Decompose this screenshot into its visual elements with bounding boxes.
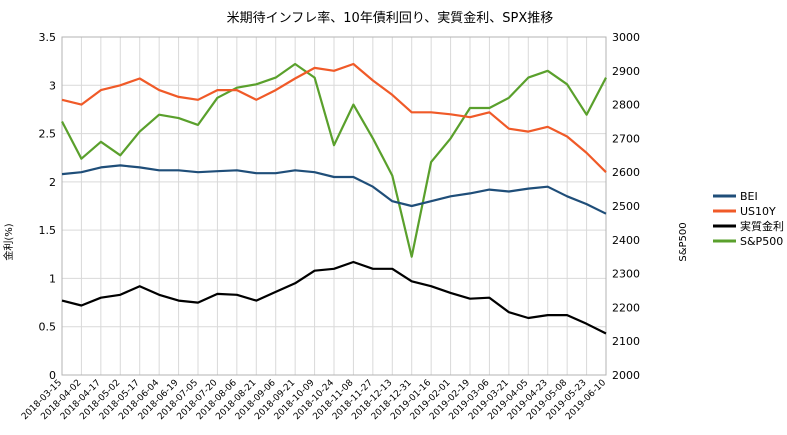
grid <box>61 36 607 376</box>
right-tick-label: 2800 <box>612 99 640 112</box>
series-layer <box>61 62 607 335</box>
series-line-3 <box>61 62 607 258</box>
right-tick-label: 2400 <box>612 234 640 247</box>
right-tick-label: 2000 <box>612 369 640 382</box>
series-line-1 <box>61 62 607 173</box>
left-axis-ticks: 0 0.5 1 1.5 2 2.5 3 3.5 <box>39 31 57 382</box>
legend-label: S&P500 <box>740 235 783 248</box>
right-tick-label: 3000 <box>612 31 640 44</box>
right-tick-label: 2900 <box>612 65 640 78</box>
legend-label: 実質金利 <box>740 219 784 233</box>
legend-label: BEI <box>740 190 758 203</box>
left-axis-label: 金利(%) <box>2 223 15 260</box>
left-tick-label: 1.5 <box>39 224 57 237</box>
left-tick-label: 3.5 <box>39 31 57 44</box>
left-tick-label: 2.5 <box>39 128 57 141</box>
right-axis-label: S&P500 <box>678 222 689 261</box>
left-tick-label: 0 <box>49 369 56 382</box>
series-line-0 <box>61 164 607 215</box>
right-tick-label: 2700 <box>612 132 640 145</box>
x-axis-ticks: 2018-03-152018-04-022018-04-172018-05-02… <box>20 378 608 422</box>
legend-label: US10Y <box>740 205 776 218</box>
right-tick-label: 2600 <box>612 166 640 179</box>
plot-area <box>61 36 607 376</box>
right-tick-label: 2500 <box>612 200 640 213</box>
right-tick-label: 2300 <box>612 268 640 281</box>
left-tick-label: 1 <box>49 272 56 285</box>
left-tick-label: 0.5 <box>39 321 57 334</box>
right-axis-ticks: 2000 2100 2200 2300 2400 2500 2600 2700 2800 2900… <box>612 31 640 382</box>
chart-title: 米期待インフレ率、10年債利回り、実質金利、SPX推移 <box>227 10 554 26</box>
right-tick-label: 2100 <box>612 335 640 348</box>
right-tick-label: 2200 <box>612 301 640 314</box>
left-tick-label: 2 <box>49 176 56 189</box>
series-line-2 <box>61 260 607 335</box>
left-tick-label: 3 <box>49 79 56 92</box>
